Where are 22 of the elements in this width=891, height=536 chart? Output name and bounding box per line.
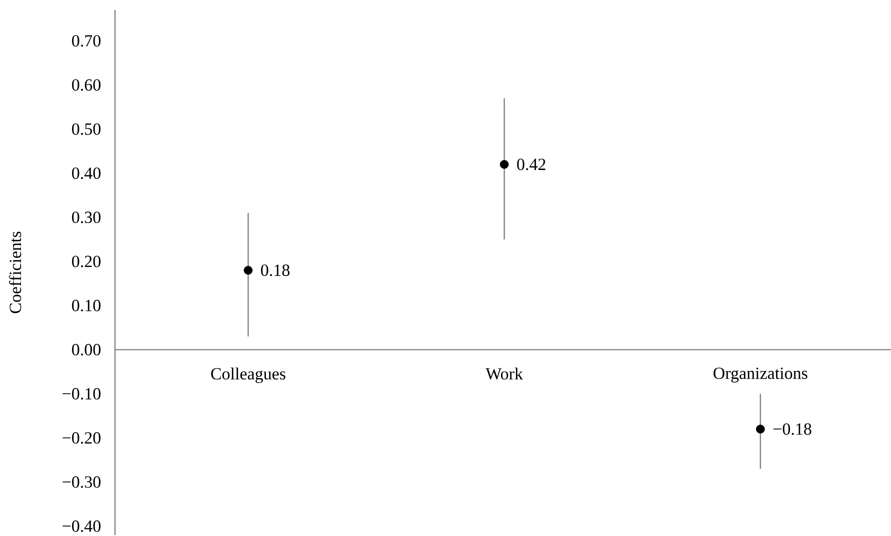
- point: [756, 424, 765, 434]
- y-tick-label: −0.20: [62, 432, 100, 444]
- point: [244, 266, 253, 275]
- y-tick-label: 0.00: [72, 344, 100, 356]
- y-tick-label: 0.10: [72, 300, 100, 312]
- data-label: 0.42: [517, 158, 546, 170]
- y-tick-label: 0.40: [72, 167, 100, 179]
- y-tick-label: −0.40: [62, 520, 100, 532]
- y-tick-label: 0.60: [72, 79, 100, 91]
- data-label: 0.18: [261, 264, 290, 276]
- y-tick-label: 0.30: [72, 212, 100, 224]
- y-tick-label: 0.70: [72, 35, 100, 47]
- x-tick-label: Colleagues: [211, 368, 286, 384]
- x-tick-label: Organizations: [714, 368, 808, 382]
- y-tick-label: 0.20: [72, 256, 100, 268]
- y-tick-label: −0.10: [62, 388, 100, 400]
- y-axis-title: Coefficients: [9, 232, 22, 314]
- x-tick-label: Work: [486, 368, 523, 380]
- y-tick-label: 0.50: [72, 123, 100, 135]
- point: [500, 160, 509, 169]
- y-tick-label: −0.30: [62, 476, 100, 488]
- data-label: −0.18: [773, 423, 812, 435]
